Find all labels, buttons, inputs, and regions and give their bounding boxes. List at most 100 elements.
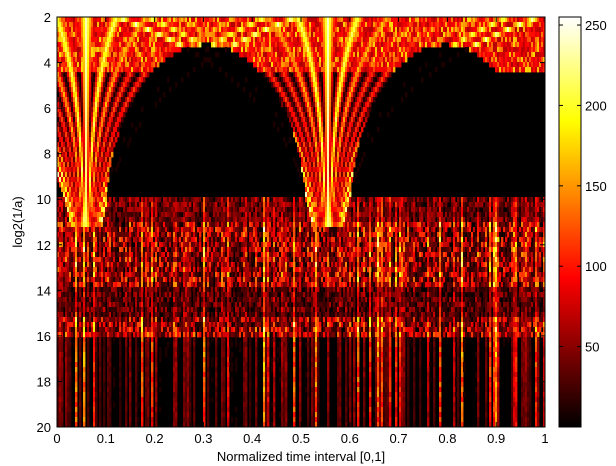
heatmap-cell xyxy=(325,147,328,153)
heatmap-cell xyxy=(327,72,330,78)
heatmap-cell xyxy=(425,207,428,213)
heatmap-cell xyxy=(437,212,440,218)
heatmap-cell xyxy=(481,202,484,208)
heatmap-cell xyxy=(509,37,512,43)
heatmap-cell xyxy=(265,22,268,28)
heatmap-cell xyxy=(95,152,98,158)
heatmap-cell xyxy=(191,37,194,43)
heatmap-cell xyxy=(389,27,392,33)
heatmap-cell xyxy=(173,207,176,213)
heatmap-cell xyxy=(87,127,90,133)
heatmap-cell xyxy=(291,22,294,28)
heatmap-cell xyxy=(391,62,394,68)
heatmap-cell xyxy=(67,137,70,143)
heatmap-cell xyxy=(359,52,362,58)
heatmap-cell xyxy=(283,67,286,73)
heatmap-cell xyxy=(227,197,230,203)
heatmap-cell xyxy=(297,167,300,173)
heatmap-cell xyxy=(363,92,366,98)
heatmap-cell xyxy=(319,22,322,28)
heatmap-cell xyxy=(315,202,318,208)
heatmap-cell xyxy=(393,202,396,208)
heatmap-cell xyxy=(531,67,534,73)
heatmap-cell xyxy=(347,27,350,33)
heatmap-cell xyxy=(117,132,120,138)
heatmap-cell xyxy=(231,212,234,218)
heatmap-cell xyxy=(437,17,440,23)
heatmap-cell xyxy=(379,22,382,28)
heatmap-cell xyxy=(83,67,86,73)
heatmap-cell xyxy=(279,212,282,218)
heatmap-cell xyxy=(289,57,292,63)
heatmap-cell xyxy=(335,147,338,153)
heatmap-cell xyxy=(315,182,318,188)
heatmap-cell xyxy=(245,32,248,38)
heatmap-cell xyxy=(483,17,486,23)
heatmap-cell xyxy=(173,17,176,23)
heatmap-cell xyxy=(81,47,84,53)
heatmap-cell xyxy=(399,62,402,68)
heatmap-cell xyxy=(363,52,366,58)
heatmap-cell xyxy=(457,17,460,23)
heatmap-cell xyxy=(63,177,66,183)
heatmap-cell xyxy=(353,117,356,123)
heatmap-cell xyxy=(339,37,342,43)
heatmap-cell xyxy=(315,132,318,138)
heatmap-cell xyxy=(263,42,266,48)
heatmap-cell xyxy=(105,187,108,193)
heatmap-cell xyxy=(473,32,476,38)
heatmap-cell xyxy=(295,67,298,73)
heatmap-cell xyxy=(265,27,268,33)
heatmap-cell xyxy=(85,52,88,58)
heatmap-cell xyxy=(317,142,320,148)
heatmap-cell xyxy=(61,87,64,93)
heatmap-cell xyxy=(283,87,286,93)
heatmap-cell xyxy=(99,217,102,223)
heatmap-cell xyxy=(327,57,330,63)
heatmap-cell xyxy=(65,142,68,148)
heatmap-cell xyxy=(97,137,100,143)
heatmap-cell xyxy=(95,147,98,153)
heatmap-cell xyxy=(343,157,346,163)
heatmap-cell xyxy=(67,182,70,188)
heatmap-cell xyxy=(89,52,92,58)
heatmap-cell xyxy=(137,202,140,208)
heatmap-cell xyxy=(343,72,346,78)
heatmap-cell xyxy=(373,77,376,83)
heatmap-cell xyxy=(277,42,280,48)
heatmap-cell xyxy=(349,177,352,183)
heatmap-cell xyxy=(501,32,504,38)
heatmap-cell xyxy=(299,52,302,58)
heatmap-cell xyxy=(317,22,320,28)
heatmap-cell xyxy=(349,182,352,188)
heatmap-cell xyxy=(103,42,106,48)
heatmap-cell xyxy=(287,107,290,113)
heatmap-cell xyxy=(349,212,352,218)
heatmap-cell xyxy=(85,72,88,78)
heatmap-cell xyxy=(367,102,370,108)
heatmap-cell xyxy=(357,82,360,88)
heatmap-cell xyxy=(543,22,545,28)
heatmap-cell xyxy=(99,177,102,183)
heatmap-cell xyxy=(261,67,264,73)
heatmap-cell xyxy=(125,82,128,88)
heatmap-cell xyxy=(489,37,492,43)
heatmap-cell xyxy=(69,102,72,108)
heatmap-cell xyxy=(335,117,338,123)
heatmap-cell xyxy=(367,197,370,203)
heatmap-cell xyxy=(543,37,545,43)
heatmap-cell xyxy=(83,207,86,213)
heatmap-cell xyxy=(507,207,510,213)
heatmap-cell xyxy=(159,17,162,23)
heatmap-cell xyxy=(71,177,74,183)
heatmap-cell xyxy=(177,37,180,43)
heatmap-cell xyxy=(307,42,310,48)
heatmap-cell xyxy=(303,127,306,133)
heatmap-cell xyxy=(373,37,376,43)
heatmap-cell xyxy=(371,42,374,48)
heatmap-cell xyxy=(245,212,248,218)
heatmap-cell xyxy=(437,42,440,48)
heatmap-cell xyxy=(109,112,112,118)
heatmap-cell xyxy=(121,82,124,88)
heatmap-cell xyxy=(169,27,172,33)
